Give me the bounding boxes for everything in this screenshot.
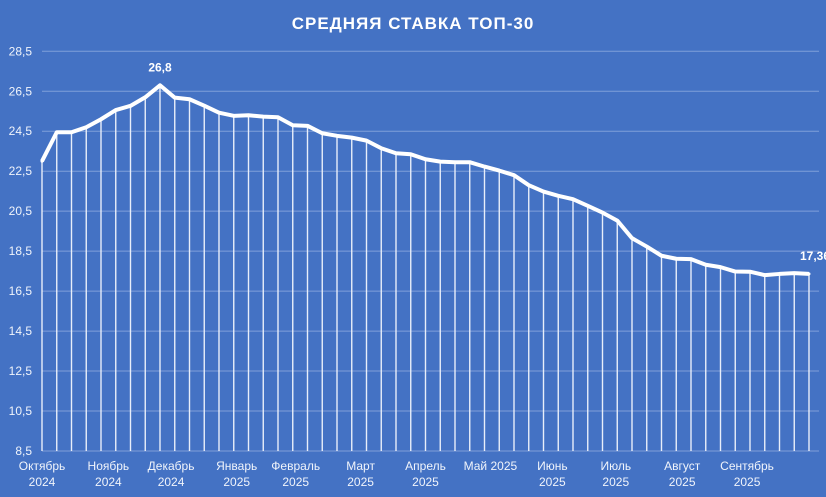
x-tick-label: 2025 xyxy=(412,475,439,489)
x-tick-label: 2025 xyxy=(734,475,761,489)
data-point xyxy=(468,160,472,164)
x-tick-label: Декабрь xyxy=(148,459,195,473)
data-point xyxy=(424,157,427,161)
data-point xyxy=(202,104,206,108)
drop-lines xyxy=(41,85,810,451)
data-point xyxy=(217,111,221,115)
data-point xyxy=(615,219,619,223)
y-axis: 8,5 10,5 12,5 14,5 16,5 18,5 20,5 22,5 24,5 26,5 2… xyxy=(9,44,33,458)
x-tick-label: Март xyxy=(346,459,375,473)
data-label: 26,8 xyxy=(148,60,172,74)
data-point xyxy=(586,204,590,208)
data-point xyxy=(807,272,811,276)
data-point xyxy=(792,271,796,275)
y-tick-label: 26,5 xyxy=(9,84,33,98)
data-point xyxy=(84,125,88,129)
data-point xyxy=(143,95,147,99)
data-point xyxy=(630,236,634,240)
x-tick-label: 2025 xyxy=(602,475,629,489)
series-line-group xyxy=(40,83,811,278)
x-tick-label: 2025 xyxy=(223,475,250,489)
x-axis: Октябрь 2024 Ноябрь 2024 Декабрь 2024 Январь 20… xyxy=(19,459,774,489)
data-point xyxy=(261,115,265,119)
y-tick-label: 28,5 xyxy=(9,44,33,58)
data-point xyxy=(704,263,708,267)
x-tick-label: Июнь xyxy=(537,459,568,473)
data-point xyxy=(689,257,693,261)
x-tick-label: 2025 xyxy=(539,475,566,489)
data-point xyxy=(719,265,722,269)
data-point xyxy=(306,124,309,128)
data-point xyxy=(291,123,295,127)
data-point xyxy=(497,169,501,173)
data-point xyxy=(379,146,383,150)
x-tick-label: 2025 xyxy=(669,475,696,489)
data-point xyxy=(247,113,250,117)
data-point xyxy=(571,197,575,201)
data-point xyxy=(527,183,531,187)
x-tick-label: 2025 xyxy=(282,475,309,489)
y-tick-label: 24,5 xyxy=(9,124,33,138)
data-labels: 26,8 17,36 xyxy=(148,60,826,263)
x-tick-label: 2024 xyxy=(158,475,185,489)
y-tick-label: 18,5 xyxy=(9,244,33,258)
data-point xyxy=(542,190,545,194)
x-tick-label: Ноябрь xyxy=(88,459,130,473)
x-tick-label: Август xyxy=(664,459,701,473)
data-point xyxy=(409,152,413,156)
y-tick-label: 8,5 xyxy=(15,444,32,458)
x-tick-label: Январь xyxy=(216,459,257,473)
data-point xyxy=(173,96,177,100)
x-tick-label: 2024 xyxy=(29,475,56,489)
data-label: 17,36 xyxy=(800,249,826,263)
data-point xyxy=(733,270,737,274)
x-tick-label: Июль xyxy=(600,459,631,473)
data-point xyxy=(556,194,560,198)
data-point xyxy=(778,272,781,276)
x-tick-label: 2024 xyxy=(95,475,122,489)
data-point xyxy=(512,173,516,177)
data-point xyxy=(114,108,118,112)
x-tick-label: Май 2025 xyxy=(464,459,518,473)
data-point xyxy=(438,160,442,164)
data-point xyxy=(99,117,103,121)
gridlines xyxy=(42,50,819,452)
data-point xyxy=(748,270,752,274)
x-tick-label: Апрель xyxy=(405,459,446,473)
data-point xyxy=(188,97,191,101)
data-point xyxy=(70,130,73,134)
chart-title: СРЕДНЯЯ СТАВКА ТОП-30 xyxy=(292,14,535,33)
data-point xyxy=(763,273,767,277)
y-tick-label: 12,5 xyxy=(9,364,33,378)
y-tick-label: 20,5 xyxy=(9,204,33,218)
data-point xyxy=(660,254,663,258)
data-point xyxy=(55,130,59,134)
data-point xyxy=(158,83,162,87)
x-tick-label: Февраль xyxy=(271,459,320,473)
data-point xyxy=(335,134,339,138)
data-point xyxy=(394,151,398,155)
data-point xyxy=(453,160,457,164)
y-tick-label: 22,5 xyxy=(9,164,33,178)
data-point xyxy=(674,257,678,261)
data-point xyxy=(40,159,44,163)
x-tick-label: 2025 xyxy=(347,475,374,489)
data-point xyxy=(320,131,324,135)
x-tick-label: Сентябрь xyxy=(720,459,774,473)
data-point xyxy=(129,104,132,108)
data-point xyxy=(483,165,486,169)
data-point xyxy=(601,211,604,215)
y-tick-label: 16,5 xyxy=(9,284,33,298)
y-tick-label: 14,5 xyxy=(9,324,33,338)
data-point xyxy=(350,136,354,140)
data-point xyxy=(645,245,649,249)
data-point xyxy=(232,114,236,118)
y-tick-label: 10,5 xyxy=(9,404,33,418)
x-tick-label: Октябрь xyxy=(19,459,66,473)
data-point xyxy=(276,115,280,119)
data-point xyxy=(365,139,368,143)
